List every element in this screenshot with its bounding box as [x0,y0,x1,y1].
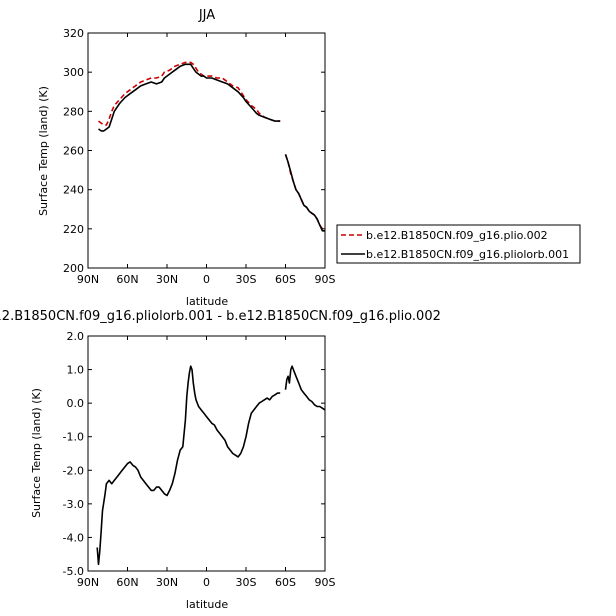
legend-label-plio: b.e12.B1850CN.f09_g16.plio.002 [366,229,548,242]
panel-2-series-0-line-segment-0 [96,365,281,566]
panel-1-x-tick-label: 90N [77,273,99,286]
panel-2-x-tick-label: 90S [315,576,336,589]
panel-1-plot-area [98,61,326,232]
panel-1-x-tick-label: 90S [315,273,336,286]
panel-1-series-1-line-segment-1 [284,154,325,232]
panel-2-x-tick-label: 30S [236,576,257,589]
panel-2-y-tick-label: -4.0 [63,531,84,544]
panel-1-frame [87,32,326,269]
panel-1-y-tick-label: 300 [63,66,84,79]
legend: b.e12.B1850CN.f09_g16.plio.002 b.e12.B18… [336,224,581,264]
panel-1-y-tick-label: 260 [63,145,84,158]
panel-1-series-0-line-segment-0 [98,61,281,126]
panel-1-y-tick-label: 280 [63,105,84,118]
panel-1-x-tick-label: 60N [116,273,138,286]
panel-2-y-tick-label: -2.0 [63,464,84,477]
panel-1-y-tick-label: 200 [63,262,84,275]
panel-2-title: b.e12.B1850CN.f09_g16.pliolorb.001 - b.e… [0,309,441,324]
panel-1-x-tick-label: 30S [236,273,257,286]
panel-2-y-tick-label: 2.0 [67,330,85,343]
panel-2-plot-area [96,365,326,566]
panel-2-x-tick-label: 60N [116,576,138,589]
legend-item-plio: b.e12.B1850CN.f09_g16.plio.002 [341,229,548,242]
panel-2-y-tick-label: 0.0 [67,397,85,410]
panel-1-x-tick-label: 60S [275,273,296,286]
panel-2-y-tick-label: 1.0 [67,364,85,377]
panel-2: b.e12.B1850CN.f09_g16.pliolorb.001 - b.e… [0,309,441,611]
panel-2-x-tick-label: 60S [275,576,296,589]
panel-1: JJA 90N 60N 30N 0 30S 60S 90S 200 220 240 260 280 30… [37,8,336,308]
panel-1-x-axis-label: latitude [186,295,228,308]
panel-2-x-tick-label: 90N [77,576,99,589]
panel-1-x-tick-label: 30N [156,273,178,286]
panel-2-x-tick-label: 0 [203,576,210,589]
panel-1-x-tick-label: 0 [203,273,210,286]
panel-2-y-tick-label: -5.0 [63,565,84,578]
panel-2-frame [87,335,326,572]
panel-1-y-tick-label: 320 [63,27,84,40]
panel-2-series-0-line-segment-1 [284,365,326,411]
panel-2-x-tick-label: 30N [156,576,178,589]
panel-1-axes: 90N 60N 30N 0 30S 60S 90S 200 220 240 260 280 300 320 [63,27,336,286]
panel-1-series-1-line-segment-0 [98,63,281,132]
panel-1-y-tick-label: 220 [63,223,84,236]
panel-2-y-axis-label: Surface Temp (land) (K) [30,388,43,518]
panel-1-y-axis-label: Surface Temp (land) (K) [37,86,50,216]
legend-label-pliolorb: b.e12.B1850CN.f09_g16.pliolorb.001 [366,248,569,261]
panel-2-axes: 90N 60N 30N 0 30S 60S 90S -5.0 -4.0 -3.0 -2.0 -1.0 0… [63,330,336,589]
legend-box [336,224,581,264]
panel-1-title: JJA [198,8,215,23]
panel-1-series-0-line-segment-1 [284,154,326,232]
panel-2-x-axis-label: latitude [186,598,228,611]
panel-1-y-tick-label: 240 [63,184,84,197]
panel-2-y-tick-label: -3.0 [63,498,84,511]
panel-2-y-tick-label: -1.0 [63,431,84,444]
legend-item-pliolorb: b.e12.B1850CN.f09_g16.pliolorb.001 [341,248,569,261]
